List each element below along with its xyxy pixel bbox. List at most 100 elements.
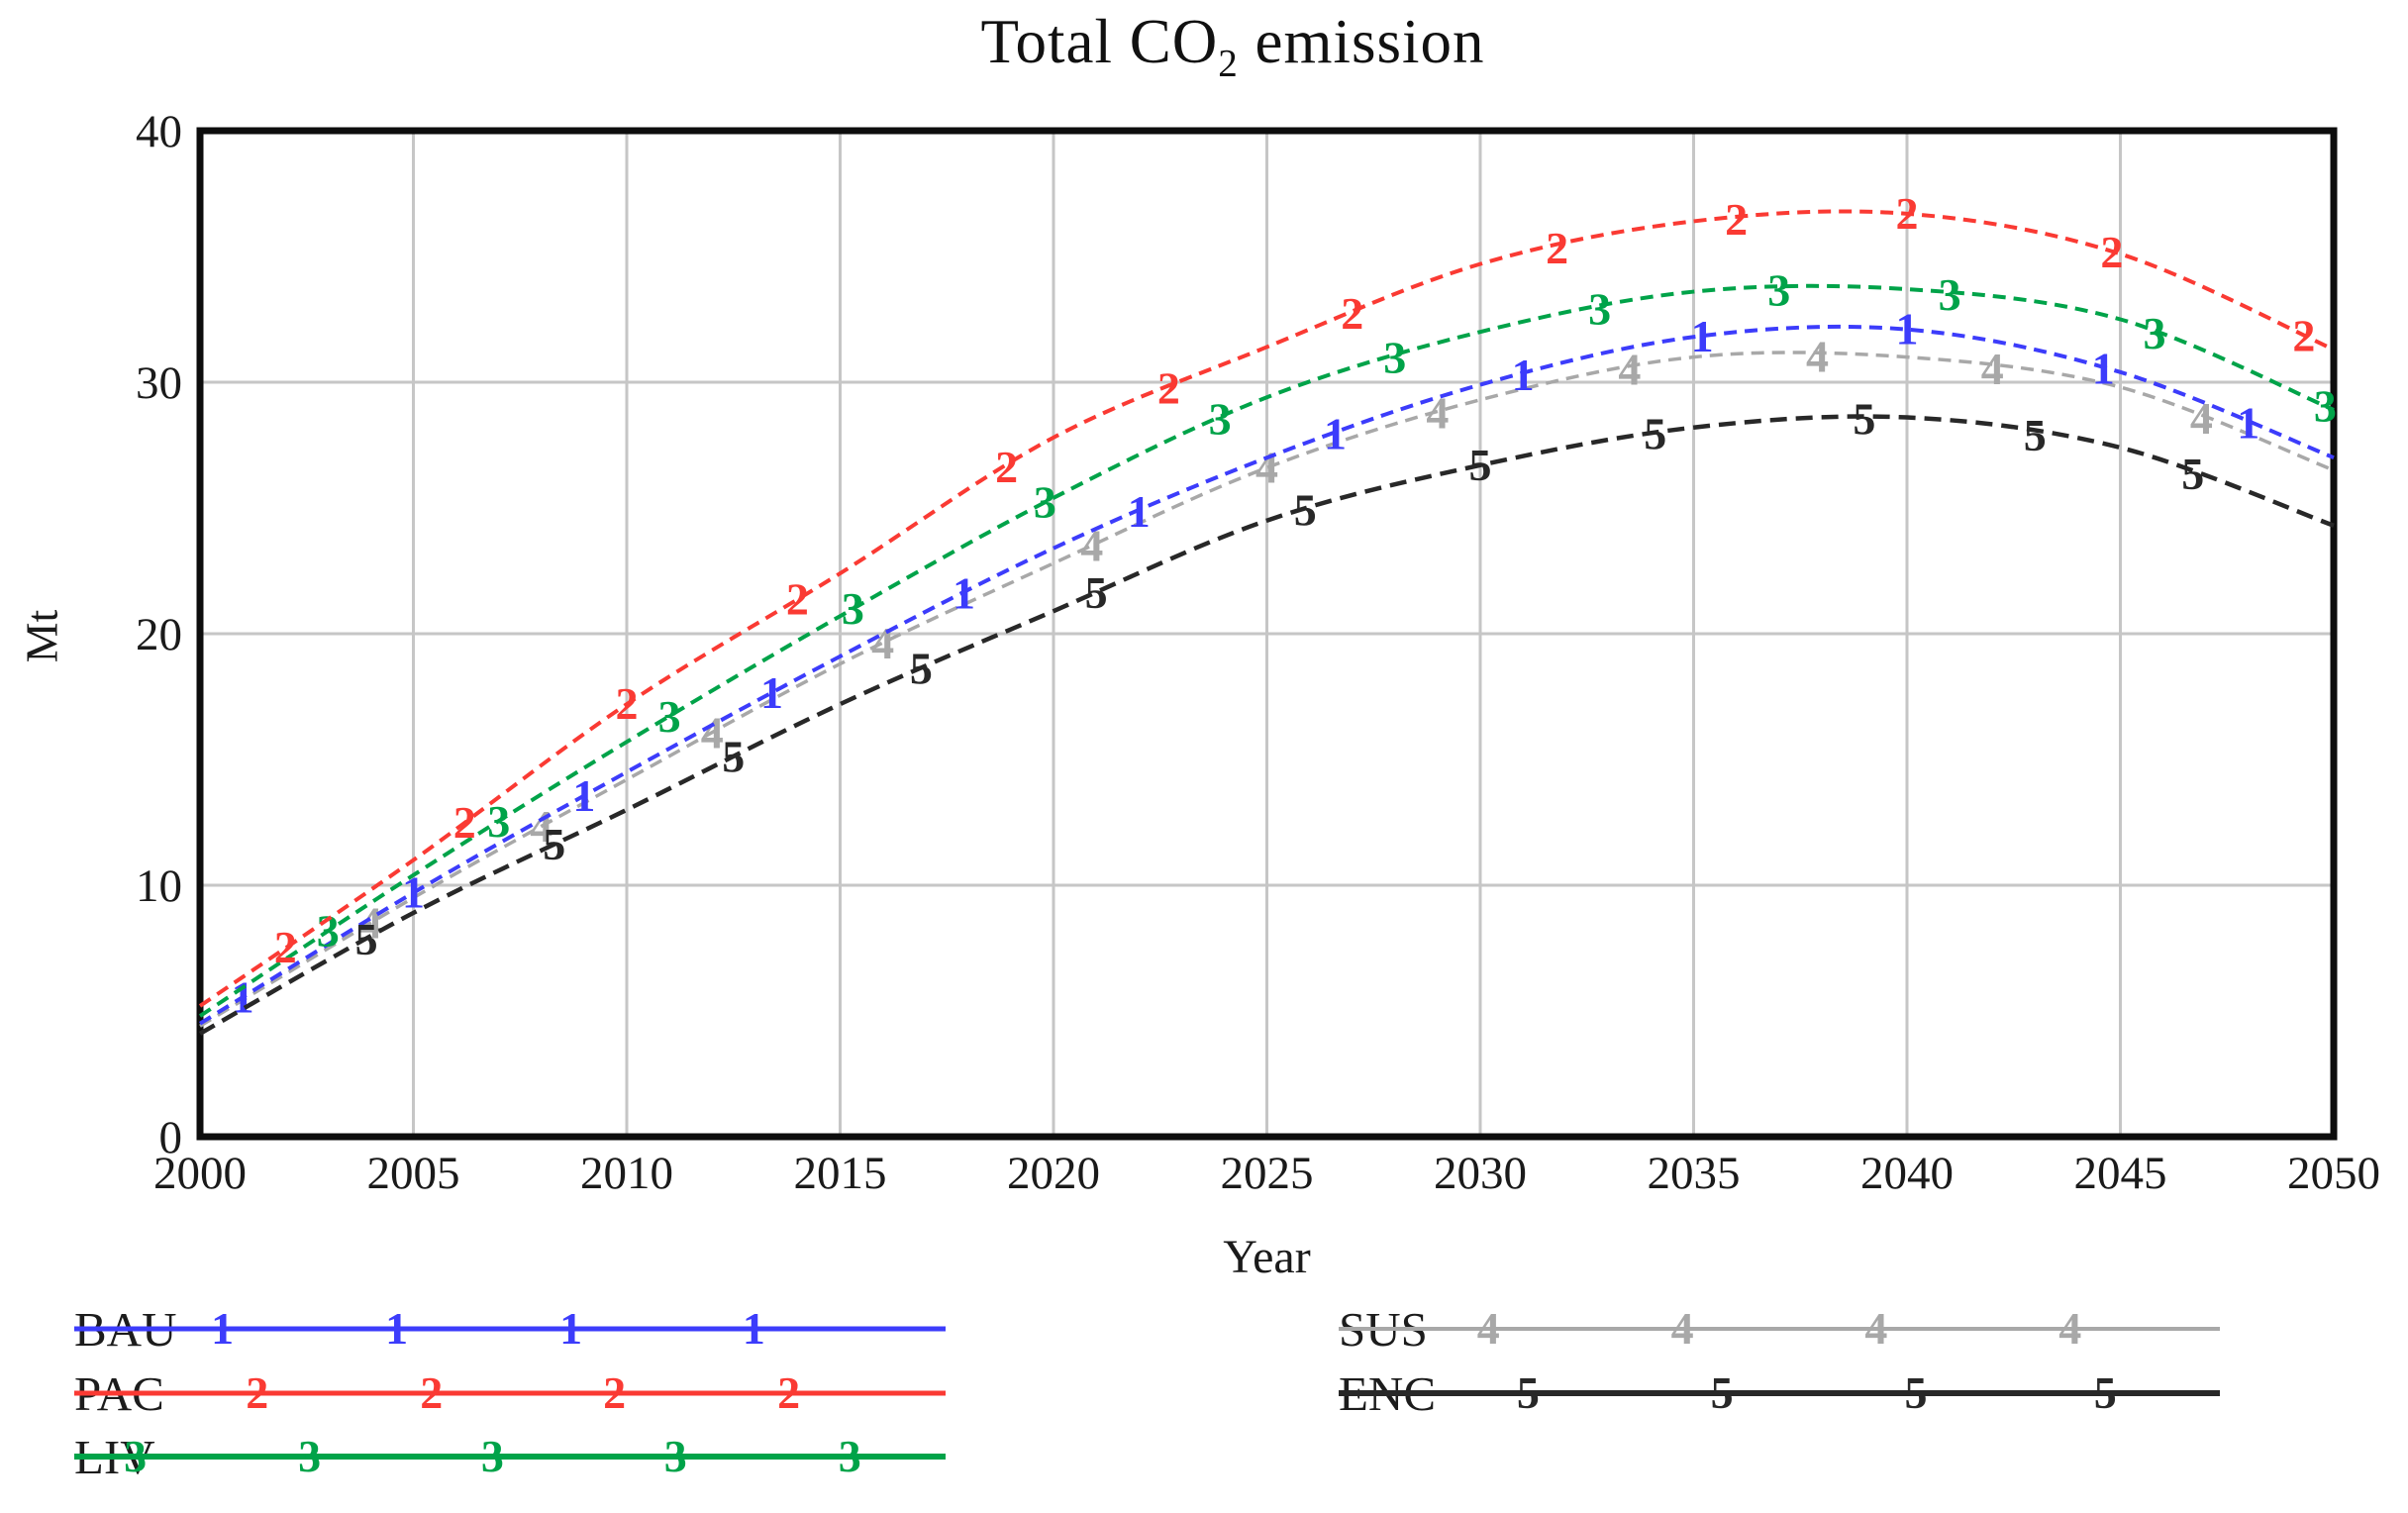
curve-marker-enc: 5	[543, 819, 565, 869]
legend-item-sus: SUS 4 4 4 4	[1339, 1301, 2220, 1357]
curve-marker-pac: 2	[786, 573, 809, 624]
legend-marker-pac: 2	[603, 1367, 626, 1418]
curve-marker-bau: 1	[2237, 398, 2259, 449]
curve-marker-sus: 4	[1981, 344, 2004, 394]
x-tick-label: 2010	[580, 1148, 673, 1199]
legend-line-pac: 2 2 2 2	[74, 1367, 946, 1418]
curve-marker-bau: 1	[572, 770, 595, 821]
chart-title: Total CO2 emission	[0, 6, 2408, 83]
curve-pac	[198, 209, 2335, 1008]
curve-marker-pac: 2	[274, 922, 297, 972]
legend-marker-sus: 4	[2058, 1303, 2081, 1354]
legend-marker-liv: 3	[839, 1431, 861, 1481]
legend-marker-liv: 3	[298, 1431, 321, 1481]
curve-marker-bau: 1	[402, 867, 425, 918]
curve-sus	[199, 351, 2335, 1028]
chart-title-subscript: 2	[1218, 42, 1239, 85]
x-tick-label: 2040	[1860, 1148, 1954, 1199]
curve-marker-sus: 4	[871, 618, 894, 668]
curve-marker-liv: 3	[1939, 269, 1961, 320]
curve-marker-enc: 5	[2024, 410, 2047, 460]
legend-marker-liv: 3	[664, 1431, 687, 1481]
curve-marker-sus: 4	[530, 801, 552, 852]
curve-marker-liv: 3	[487, 796, 510, 847]
curve-marker-enc: 5	[1853, 394, 1875, 445]
x-tick-label: 2020	[1007, 1148, 1100, 1199]
plot-border	[196, 127, 2338, 1141]
legend-marker-enc: 5	[1711, 1367, 1734, 1418]
curve-marker-pac: 2	[1546, 223, 1568, 273]
legend-marker-bau: 1	[559, 1303, 582, 1354]
legend-marker-enc: 5	[1904, 1367, 1927, 1418]
legend-marker-enc: 5	[2094, 1367, 2117, 1418]
curve-marker-enc: 5	[2181, 449, 2204, 499]
curve-marker-liv: 3	[1588, 283, 1611, 334]
legend-item-liv: LIV 3 3 3 3 3	[74, 1429, 946, 1484]
curve-marker-bau: 1	[953, 568, 975, 619]
curve-marker-bau: 1	[760, 667, 783, 718]
curve-marker-liv: 3	[1209, 394, 1232, 445]
curve-marker-sus: 4	[701, 708, 724, 758]
curve-marker-enc: 5	[1294, 485, 1317, 536]
legend-marker-sus: 4	[1477, 1303, 1500, 1354]
curve-marker-bau: 1	[232, 971, 254, 1022]
x-tick-label: 2050	[2287, 1148, 2380, 1199]
curve-marker-liv: 3	[2314, 380, 2337, 431]
legend-marker-liv: 3	[481, 1431, 504, 1481]
legend-line-sus: 4 4 4 4	[1339, 1303, 2220, 1354]
curve-marker-bau: 1	[1324, 409, 1347, 459]
curve-marker-enc: 5	[722, 731, 745, 781]
curve-marker-liv: 3	[1383, 333, 1406, 383]
legend-line-enc: 5 5 5 5	[1339, 1367, 2220, 1418]
legend-item-bau: BAU 1 1 1 1	[74, 1301, 946, 1357]
y-tick-label: 40	[136, 106, 182, 157]
legend-marker-pac: 2	[777, 1367, 800, 1418]
curve-marker-liv: 3	[1767, 265, 1790, 316]
curve-marker-sus: 4	[1080, 521, 1103, 571]
curve-marker-sus: 4	[359, 898, 382, 949]
curve-marker-enc: 5	[1469, 440, 1492, 490]
curve-marker-bau: 1	[2092, 343, 2115, 393]
curve-marker-sus: 4	[1806, 332, 1829, 382]
curve-marker-liv: 3	[1034, 477, 1056, 528]
x-tick-label: 2045	[2074, 1148, 2167, 1199]
legend-marker-enc: 5	[1517, 1367, 1540, 1418]
y-tick-label: 10	[136, 860, 182, 912]
curve-marker-bau: 1	[1128, 486, 1151, 537]
curve-marker-pac: 2	[453, 797, 476, 848]
x-axis-title: Year	[1223, 1231, 1311, 1283]
curve-marker-liv: 3	[658, 691, 681, 742]
chart-title-suffix: emission	[1238, 7, 1485, 76]
curve-marker-bau: 1	[1512, 350, 1535, 400]
curve-marker-liv: 3	[842, 583, 864, 634]
curve-marker-sus: 4	[1618, 345, 1641, 395]
x-tick-label: 2030	[1434, 1148, 1527, 1199]
curve-marker-bau: 1	[1691, 311, 1714, 361]
legend-marker-liv: 3	[124, 1431, 147, 1481]
curve-marker-pac: 2	[1725, 194, 1748, 245]
legend-marker-sus: 4	[1671, 1303, 1694, 1354]
x-tick-label: 2000	[153, 1148, 247, 1199]
curve-marker-bau: 1	[1896, 304, 1919, 354]
x-tick-label: 2025	[1221, 1148, 1314, 1199]
x-tick-label: 2035	[1648, 1148, 1741, 1199]
x-tick-label: 2015	[794, 1148, 887, 1199]
curve-marker-pac: 2	[2292, 310, 2315, 360]
legend-marker-sus: 4	[1864, 1303, 1887, 1354]
curve-marker-enc: 5	[1644, 409, 1666, 459]
curve-marker-pac: 2	[1341, 288, 1363, 339]
chart-title-prefix: Total CO	[980, 7, 1219, 76]
curve-marker-enc: 5	[1085, 567, 1108, 618]
y-tick-label: 30	[136, 357, 182, 409]
legend-item-pac: PAC 2 2 2 2	[74, 1365, 946, 1421]
curve-marker-pac: 2	[616, 678, 639, 729]
curve-marker-enc: 5	[355, 914, 378, 964]
curve-marker-sus: 4	[2190, 393, 2213, 444]
legend-line-bau: 1 1 1 1	[74, 1303, 946, 1354]
y-tick-label: 20	[136, 609, 182, 660]
curve-marker-liv: 3	[2143, 308, 2165, 358]
legend-marker-pac: 2	[420, 1367, 443, 1418]
legend-marker-bau: 1	[385, 1303, 408, 1354]
